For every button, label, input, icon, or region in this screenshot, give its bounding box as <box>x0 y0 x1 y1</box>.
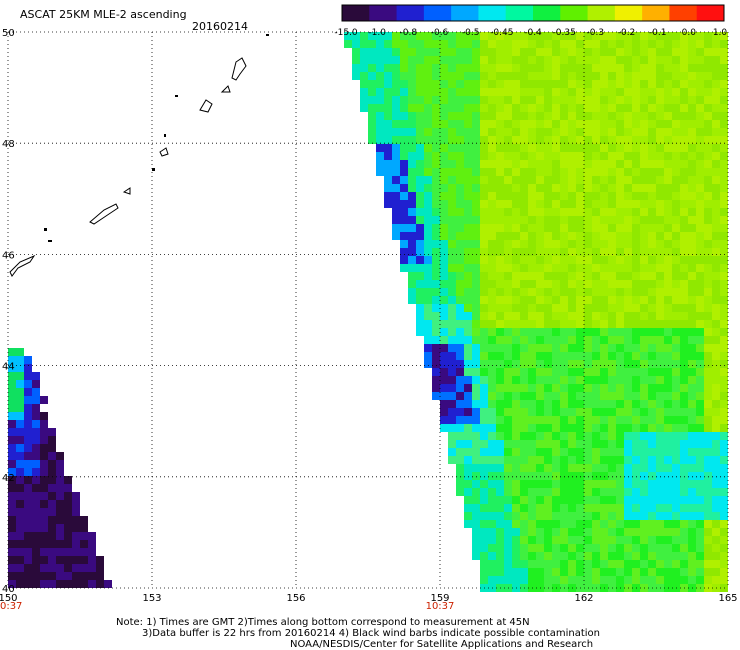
label-layer: ASCAT 25KM MLE-2 ascending 20160214 Note… <box>20 8 600 650</box>
west-swath <box>8 348 112 588</box>
colorbar-swatch <box>342 5 370 21</box>
colorbar-label: -15.0 <box>334 28 358 38</box>
colorbar-frame <box>341 4 725 22</box>
lon-tick-label: 153 <box>142 593 161 604</box>
island-3 <box>220 85 231 93</box>
lat-tick-label: 48 <box>2 139 15 150</box>
island-4 <box>159 147 169 157</box>
lon-tick-label: 150 <box>0 593 18 604</box>
islet-2 <box>44 228 47 231</box>
colorbar-swatch <box>587 5 616 21</box>
map-date: 20160214 <box>192 20 248 33</box>
islet-3 <box>164 134 166 137</box>
lat-tick-label: 40 <box>2 584 15 595</box>
footer-note-line2: 3)Data buffer is 22 hrs from 20160214 4)… <box>142 628 600 639</box>
footer-credit: NOAA/NESDIS/Center for Satellite Applica… <box>290 639 593 650</box>
lat-tick-label: 44 <box>2 362 15 373</box>
colorbar-label: 0.0 <box>682 28 697 38</box>
colorbar-swatch <box>423 5 452 21</box>
colorbar: -15.0 -1.0 -0.8 -0.6 -0.5 -0.45 -0.4 -0.35 -0.3 -… <box>334 4 728 38</box>
colorbar-swatch <box>396 5 425 21</box>
colorbar-label: -0.3 <box>587 28 605 38</box>
colorbar-swatch <box>560 5 589 21</box>
time-label: 10:37 <box>426 601 455 612</box>
colorbar-label: -0.6 <box>431 28 449 38</box>
lat-tick-label: 46 <box>2 250 15 261</box>
colorbar-swatch <box>451 5 479 21</box>
time-label: 10:37 <box>0 601 22 612</box>
lon-tick-label: 159 <box>430 593 449 604</box>
islet-1 <box>175 95 178 97</box>
map-title: ASCAT 25KM MLE-2 ascending <box>20 8 187 21</box>
colorbar-swatch <box>505 5 534 21</box>
east-swath <box>344 32 728 592</box>
islet-4 <box>152 168 155 171</box>
islet-5 <box>266 34 269 36</box>
island-1 <box>231 57 247 81</box>
colorbar-swatch <box>669 5 698 21</box>
island-7 <box>9 254 36 277</box>
lon-tick-label: 165 <box>718 593 737 604</box>
lat-tick-label: 42 <box>2 473 15 484</box>
colorbar-label: 1.0 <box>713 28 728 38</box>
colorbar-label: -0.35 <box>553 28 576 38</box>
colorbar-label: -0.1 <box>649 28 667 38</box>
colorbar-label: -0.45 <box>490 28 513 38</box>
colorbar-swatch <box>696 5 725 21</box>
coastline-layer <box>9 34 269 277</box>
colorbar-label: -0.2 <box>618 28 636 38</box>
lon-tick-label: 156 <box>286 593 305 604</box>
colorbar-swatch <box>478 5 507 21</box>
island-5 <box>122 187 131 195</box>
colorbar-label: -1.0 <box>368 28 386 38</box>
grid-layer: 150 153 156 159 162 165 50 48 46 44 42 40 10:37 10:37 <box>0 28 738 612</box>
island-2 <box>199 99 213 113</box>
footer-note-line1: Note: 1) Times are GMT 2)Times along bot… <box>116 617 530 628</box>
colorbar-label: -0.8 <box>400 28 418 38</box>
lat-tick-label: 50 <box>2 28 15 39</box>
colorbar-swatch <box>369 5 398 21</box>
swath-layer <box>8 32 728 592</box>
island-6 <box>89 203 119 225</box>
colorbar-label: -0.5 <box>462 28 480 38</box>
islet-6 <box>48 240 52 242</box>
lon-tick-label: 162 <box>574 593 593 604</box>
colorbar-swatch <box>533 5 561 21</box>
colorbar-swatch <box>642 5 670 21</box>
colorbar-swatch <box>614 5 643 21</box>
colorbar-label: -0.4 <box>524 28 542 38</box>
